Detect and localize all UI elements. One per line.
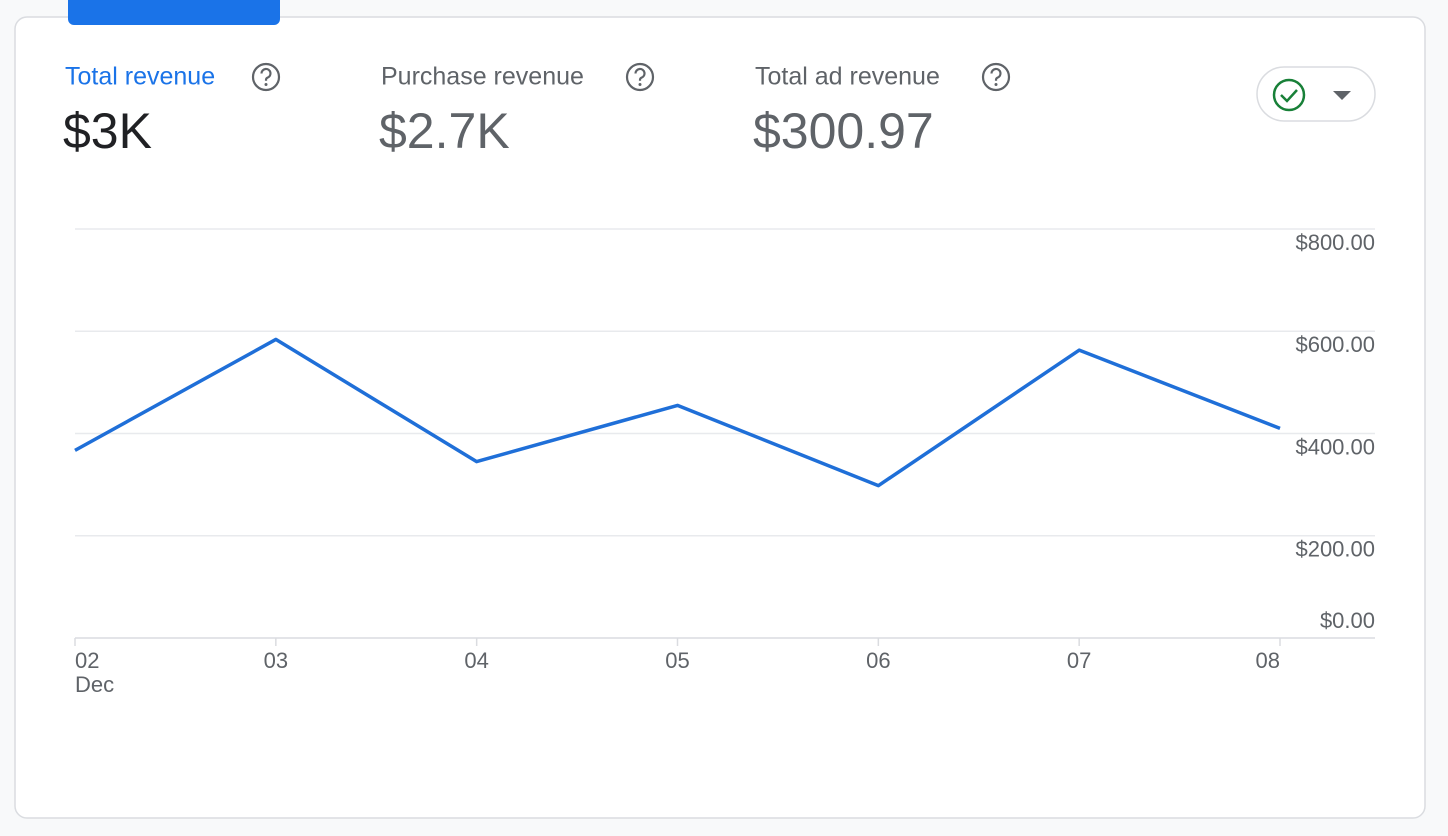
x-tick-label: 05	[665, 648, 689, 673]
metric-value: $2.7K	[379, 103, 510, 159]
y-tick-label: $800.00	[1295, 230, 1375, 255]
card	[14, 16, 1426, 819]
metric-tab[interactable]: Total revenue $3K	[63, 63, 215, 160]
metric-value: $3K	[63, 103, 152, 159]
x-tick-label: 07	[1067, 648, 1091, 673]
x-tick-label: 02	[75, 648, 99, 673]
metric-label: Total revenue	[65, 63, 215, 91]
selected-tab-indicator[interactable]	[68, 0, 280, 25]
metric-tab[interactable]: Total ad revenue $300.97	[753, 63, 940, 160]
metric-label: Purchase revenue	[381, 63, 584, 91]
status-dropdown[interactable]	[1256, 66, 1376, 122]
help-icon[interactable]	[625, 62, 655, 92]
y-tick-label: $200.00	[1295, 537, 1375, 562]
metric-value: $300.97	[753, 103, 934, 159]
help-icon[interactable]	[251, 62, 281, 92]
metric-label: Total ad revenue	[755, 63, 940, 91]
x-tick-label: 08	[1256, 648, 1280, 673]
help-icon[interactable]	[981, 62, 1011, 92]
x-tick-label: 06	[866, 648, 890, 673]
x-tick-label: 03	[264, 648, 288, 673]
line	[74, 337, 1281, 488]
x-month-label: Dec	[75, 672, 114, 697]
y-tick-label: $400.00	[1295, 434, 1375, 459]
x-tick-label: 04	[464, 648, 488, 673]
metric-tab[interactable]: Purchase revenue $2.7K	[379, 63, 584, 160]
y-tick-label: $0.00	[1320, 608, 1375, 633]
y-tick-label: $600.00	[1295, 332, 1375, 357]
